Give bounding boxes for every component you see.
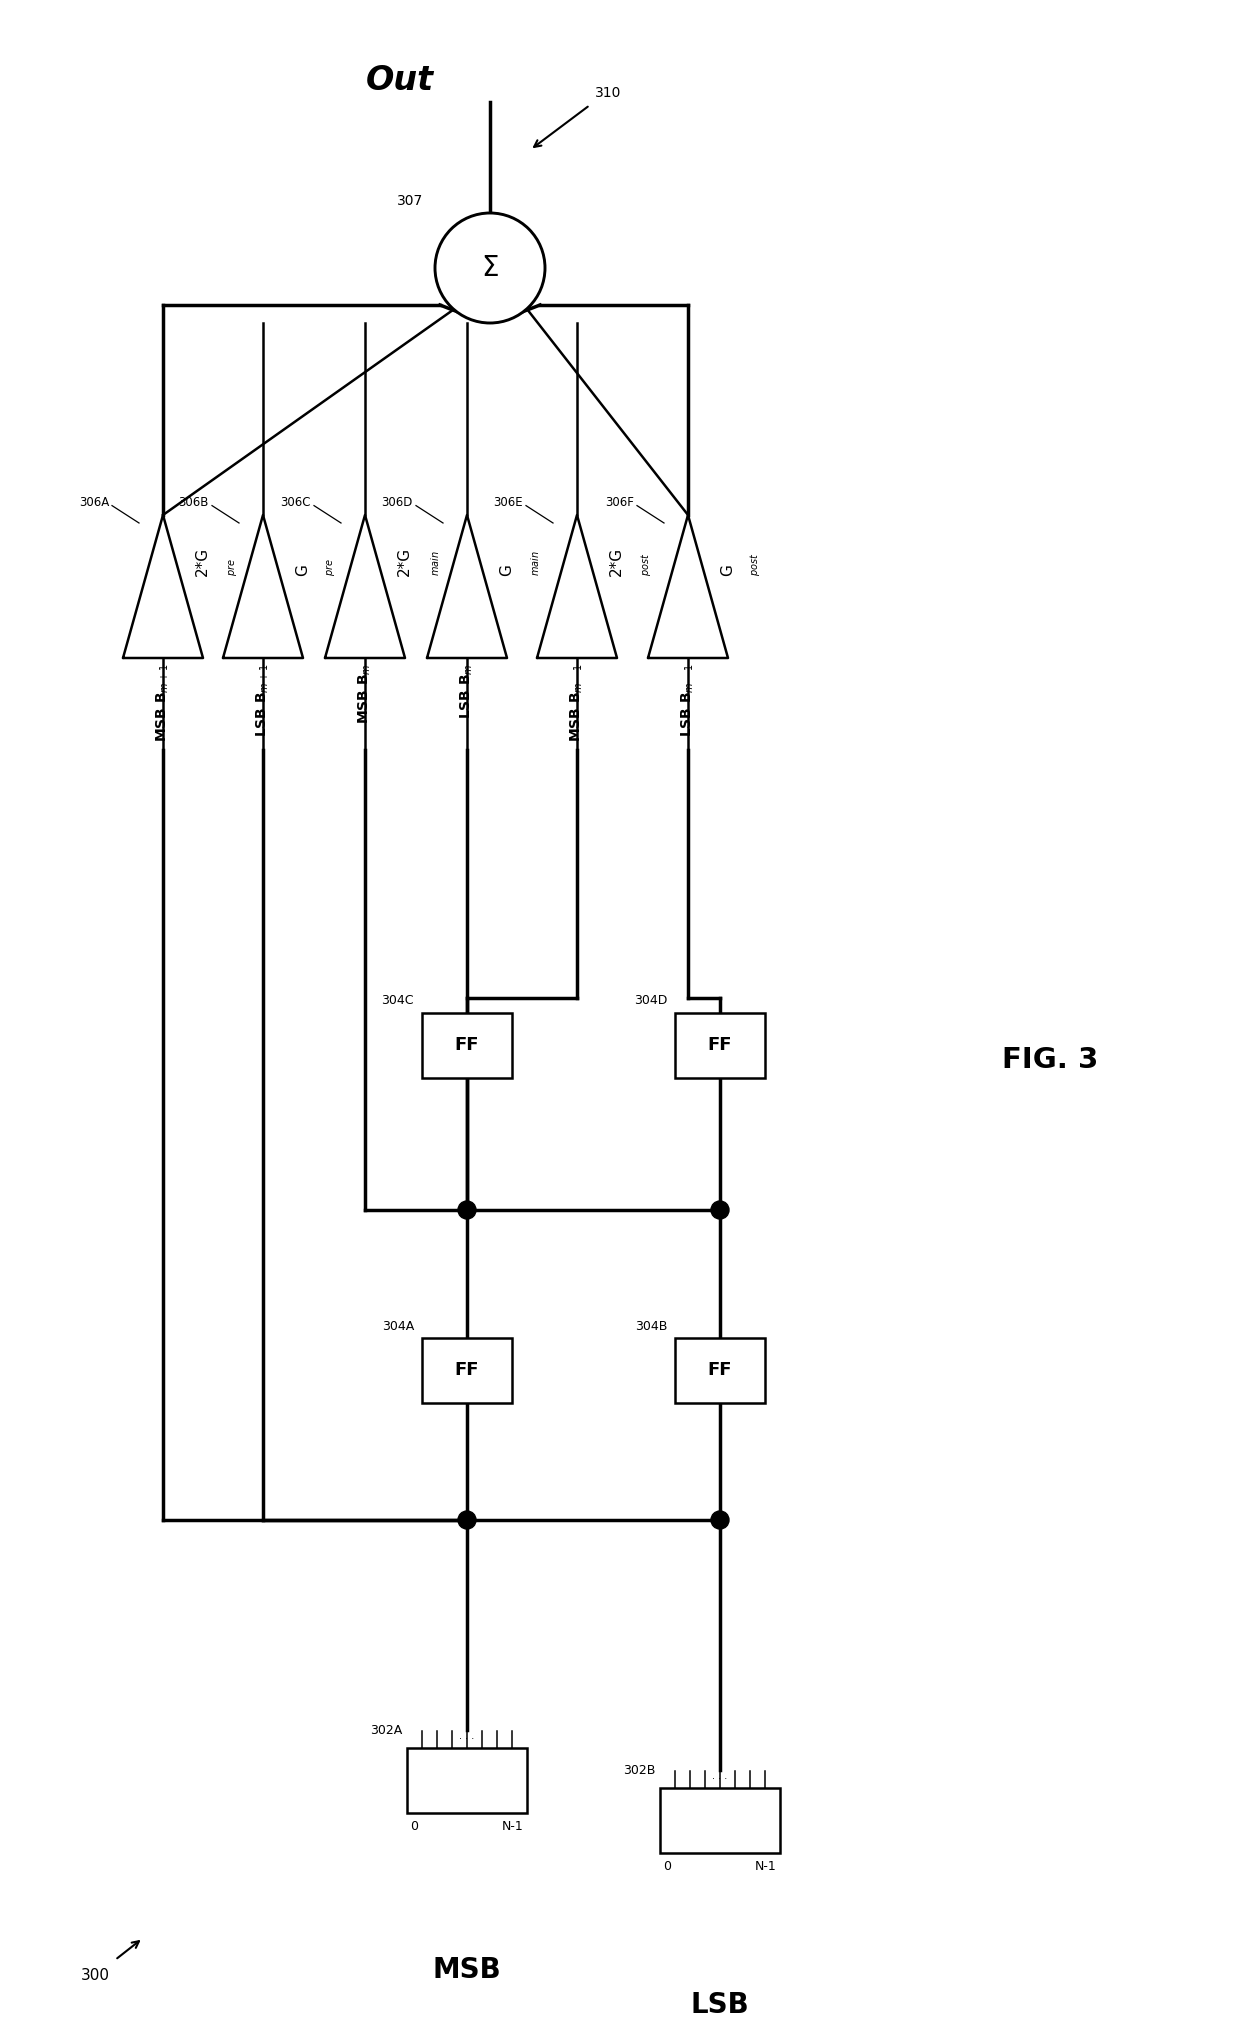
Text: $_{post}$: $_{post}$ bbox=[749, 554, 763, 576]
Text: 2*G: 2*G bbox=[397, 548, 412, 576]
Text: MSB: MSB bbox=[433, 1955, 501, 1984]
Circle shape bbox=[458, 1512, 476, 1528]
Text: 2*G: 2*G bbox=[195, 548, 210, 576]
Bar bbox=[660, 1788, 780, 1853]
Text: $_{pre}$: $_{pre}$ bbox=[324, 558, 339, 576]
Text: 306C: 306C bbox=[280, 496, 311, 509]
Text: $\Sigma$: $\Sigma$ bbox=[481, 255, 498, 282]
Text: 306D: 306D bbox=[382, 496, 413, 509]
Text: $_{post}$: $_{post}$ bbox=[640, 554, 653, 576]
Circle shape bbox=[435, 212, 546, 323]
Text: MSB B$_{m+1}$: MSB B$_{m+1}$ bbox=[155, 664, 171, 742]
Text: Out: Out bbox=[366, 63, 434, 96]
Text: LSB B$_{m-1}$: LSB B$_{m-1}$ bbox=[680, 664, 696, 738]
Circle shape bbox=[458, 1201, 476, 1220]
Text: $_{main}$: $_{main}$ bbox=[428, 552, 441, 576]
Text: LSB B$_{m+1}$: LSB B$_{m+1}$ bbox=[254, 664, 272, 738]
Text: 310: 310 bbox=[595, 86, 621, 100]
Text: 0: 0 bbox=[410, 1820, 418, 1833]
Text: G: G bbox=[720, 564, 735, 576]
Text: FF: FF bbox=[708, 1036, 733, 1054]
Bar bbox=[675, 1013, 765, 1077]
Bar bbox=[407, 1747, 527, 1812]
Text: 302B: 302B bbox=[622, 1765, 655, 1777]
Text: MSB B$_{m-1}$: MSB B$_{m-1}$ bbox=[569, 664, 585, 742]
Text: MSB B$_{m}$: MSB B$_{m}$ bbox=[357, 664, 373, 723]
Text: LSB: LSB bbox=[691, 1992, 749, 2018]
Text: 306F: 306F bbox=[605, 496, 634, 509]
Text: 0: 0 bbox=[663, 1861, 671, 1873]
Circle shape bbox=[711, 1512, 729, 1528]
Text: 306A: 306A bbox=[79, 496, 109, 509]
Text: 307: 307 bbox=[397, 194, 423, 208]
Text: 302A: 302A bbox=[370, 1724, 402, 1737]
Text: FIG. 3: FIG. 3 bbox=[1002, 1046, 1099, 1075]
Text: FF: FF bbox=[708, 1361, 733, 1379]
Text: · · ·: · · · bbox=[712, 1773, 728, 1784]
Circle shape bbox=[711, 1201, 729, 1220]
Text: 304B: 304B bbox=[635, 1320, 667, 1332]
Text: 306E: 306E bbox=[494, 496, 523, 509]
Bar bbox=[422, 1338, 512, 1401]
Text: · · ·: · · · bbox=[459, 1735, 475, 1745]
Text: 2*G: 2*G bbox=[609, 548, 624, 576]
Text: 306B: 306B bbox=[179, 496, 210, 509]
Text: G: G bbox=[295, 564, 310, 576]
Text: FF: FF bbox=[455, 1036, 479, 1054]
Text: $_{main}$: $_{main}$ bbox=[528, 552, 542, 576]
Text: 300: 300 bbox=[81, 1967, 110, 1984]
Text: LSB B$_{m}$: LSB B$_{m}$ bbox=[459, 664, 475, 719]
Text: N-1: N-1 bbox=[502, 1820, 525, 1833]
Text: 304C: 304C bbox=[382, 995, 414, 1007]
Text: FF: FF bbox=[455, 1361, 479, 1379]
Text: N-1: N-1 bbox=[755, 1861, 777, 1873]
Bar bbox=[422, 1013, 512, 1077]
Text: 304A: 304A bbox=[382, 1320, 414, 1332]
Bar bbox=[675, 1338, 765, 1401]
Text: 304D: 304D bbox=[634, 995, 667, 1007]
Text: $_{pre}$: $_{pre}$ bbox=[226, 558, 241, 576]
Text: G: G bbox=[498, 564, 515, 576]
